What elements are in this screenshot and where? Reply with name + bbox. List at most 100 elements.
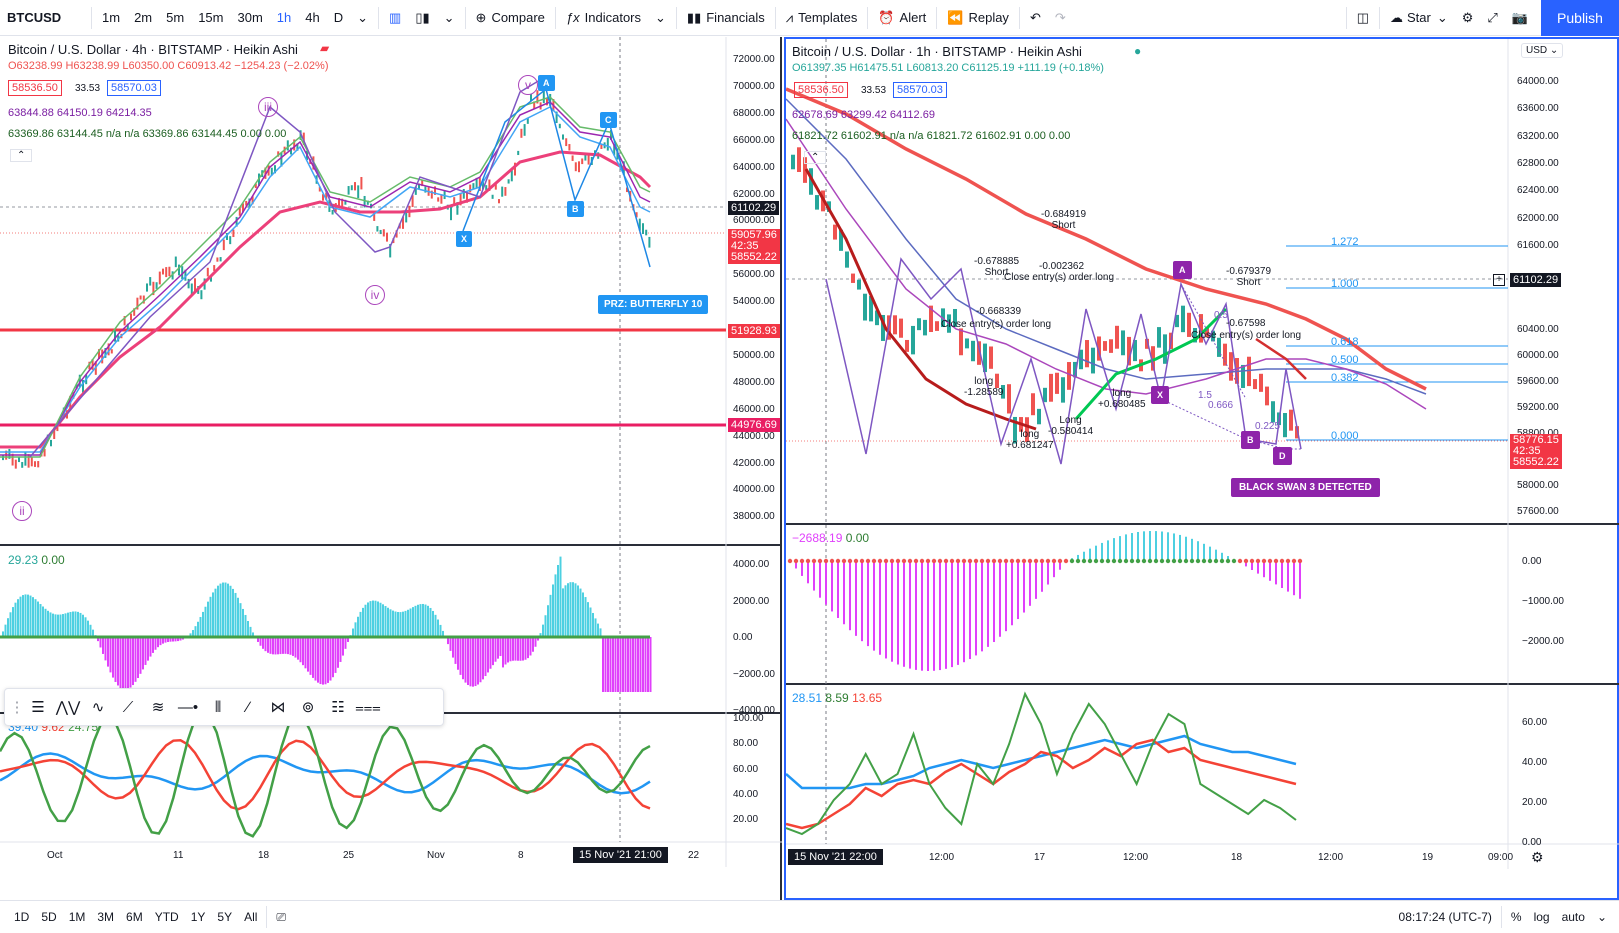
currency-select[interactable]: USD ⌄ bbox=[1521, 43, 1564, 58]
axis-tick: 72000.00 bbox=[733, 54, 775, 65]
plus-icon[interactable]: + bbox=[1493, 274, 1505, 286]
dot-icon[interactable]: ● bbox=[1134, 44, 1142, 58]
osc-bar bbox=[439, 624, 442, 637]
range-5y[interactable]: 5Y bbox=[217, 910, 233, 924]
candle bbox=[238, 206, 241, 216]
ray-icon[interactable]: ∕ bbox=[246, 698, 250, 716]
alert-button[interactable]: ⏰ Alert bbox=[871, 0, 933, 36]
interval-2m[interactable]: 2m bbox=[134, 10, 153, 25]
osc-bar bbox=[1053, 561, 1055, 578]
range-1m[interactable]: 1M bbox=[68, 910, 86, 924]
gear-icon[interactable]: ⚙ bbox=[1461, 9, 1474, 25]
range-all[interactable]: All bbox=[244, 910, 258, 924]
divider bbox=[1345, 6, 1347, 29]
camera-icon[interactable]: 📷 bbox=[1511, 9, 1528, 25]
financials-button[interactable]: ▮▮ Financials bbox=[680, 0, 772, 36]
fullscreen-icon[interactable]: ⤢ bbox=[1487, 9, 1498, 25]
flag-icon[interactable]: ▰ bbox=[320, 41, 330, 55]
save-cloud-button[interactable]: ☁ Star ⌄ bbox=[1383, 0, 1455, 36]
osc-bar bbox=[879, 561, 881, 655]
auto-toggle[interactable]: auto bbox=[1561, 910, 1585, 924]
undo-icon[interactable]: ↶ bbox=[1029, 9, 1041, 25]
osc-bar bbox=[247, 621, 249, 637]
parallel-channel-icon[interactable]: ☷ bbox=[331, 699, 345, 716]
horizontal-line-icon[interactable]: —• bbox=[177, 698, 199, 716]
range-6m[interactable]: 6M bbox=[126, 910, 143, 924]
range-5d[interactable]: 5D bbox=[41, 910, 57, 924]
chevron-down-icon[interactable]: ⌄ bbox=[443, 9, 455, 25]
candle bbox=[363, 195, 366, 208]
replay-button[interactable]: ⏪ Replay bbox=[940, 0, 1016, 36]
right-chart-pane[interactable]: Bitcoin / U.S. Dollar · 1h · BITSTAMP · … bbox=[784, 37, 1619, 900]
candle bbox=[1121, 330, 1125, 356]
candle bbox=[466, 192, 468, 203]
interval-1h[interactable]: 1h bbox=[276, 10, 292, 25]
osc-bar bbox=[1101, 542, 1103, 561]
candles-icon[interactable]: ▯▮ bbox=[415, 9, 430, 25]
annotation-short-3: -0.679379 Short bbox=[1226, 266, 1271, 288]
osc-bar bbox=[1023, 561, 1025, 613]
osc-bar bbox=[274, 637, 277, 655]
osc-dot bbox=[1033, 558, 1039, 564]
interval-15m[interactable]: 15m bbox=[198, 10, 224, 25]
right-bid-box[interactable]: 58536.50 bbox=[794, 82, 848, 98]
range-1y[interactable]: 1Y bbox=[190, 910, 206, 924]
chevron-down-icon[interactable]: ⌄ bbox=[1596, 910, 1607, 924]
indicators-button[interactable]: ƒx Indicators bbox=[559, 0, 648, 36]
collapse-legend-icon[interactable]: ⌃ bbox=[804, 151, 827, 164]
publish-button[interactable]: Publish bbox=[1541, 0, 1619, 36]
candle bbox=[587, 154, 590, 165]
right-ask-box[interactable]: 58570.03 bbox=[893, 82, 947, 98]
layout-icon[interactable]: ◫ bbox=[1356, 9, 1369, 25]
osc-bar bbox=[304, 637, 307, 669]
left-bid-box[interactable]: 58536.50 bbox=[8, 80, 62, 96]
bar-chart-icon[interactable]: ▥ bbox=[389, 9, 402, 25]
fib-spiral-icon[interactable]: ⊚ bbox=[301, 699, 315, 716]
axis-tick: 58000.00 bbox=[1517, 480, 1559, 491]
osc-dot bbox=[979, 558, 985, 564]
vertical-lines-icon[interactable]: ⦀ bbox=[214, 698, 222, 716]
collapse-legend-icon[interactable]: ⌃ bbox=[10, 149, 33, 162]
osc-bar bbox=[1203, 543, 1205, 561]
redo-icon[interactable]: ↷ bbox=[1054, 9, 1066, 25]
compare-button[interactable]: ⊕ Compare bbox=[469, 0, 552, 36]
osc-bar bbox=[592, 612, 594, 637]
osc-bar bbox=[544, 615, 547, 637]
gear-icon[interactable]: ⚙ bbox=[1531, 849, 1544, 865]
lines-icon[interactable]: ☰ bbox=[31, 699, 45, 716]
range-ytd[interactable]: YTD bbox=[154, 910, 179, 924]
range-3m[interactable]: 3M bbox=[97, 910, 115, 924]
interval-5m[interactable]: 5m bbox=[166, 10, 185, 25]
clock[interactable]: 08:17:24 (UTC-7) bbox=[1398, 910, 1492, 924]
osc-dot bbox=[1267, 558, 1273, 564]
left-ask-box[interactable]: 58570.03 bbox=[107, 80, 161, 96]
left-chart-pane[interactable]: Bitcoin / U.S. Dollar · 4h · BITSTAMP · … bbox=[0, 37, 782, 900]
pattern-xabcd-icon[interactable]: ⋀⋁ bbox=[55, 699, 81, 716]
trend-line-icon[interactable]: ⟋ bbox=[122, 698, 134, 716]
time-tick: 11 bbox=[173, 850, 184, 861]
interval-1m[interactable]: 1m bbox=[102, 10, 121, 25]
log-toggle[interactable]: log bbox=[1533, 910, 1550, 924]
candle bbox=[584, 153, 587, 161]
fib-retracement-icon[interactable]: ≋ bbox=[151, 699, 165, 716]
osc-dot bbox=[1243, 558, 1249, 564]
elliott-wave-icon[interactable]: ⋈ bbox=[270, 699, 286, 716]
symbol-search[interactable]: BTCUSD bbox=[7, 10, 62, 25]
chevron-down-icon[interactable]: ⌄ bbox=[357, 9, 369, 25]
candle bbox=[546, 97, 548, 106]
osc-bar bbox=[424, 604, 427, 637]
abcd-icon[interactable]: ∿ bbox=[91, 699, 105, 716]
interval-4h[interactable]: 4h bbox=[305, 10, 320, 25]
templates-button[interactable]: ⩘ Templates bbox=[779, 0, 865, 36]
regression-icon[interactable]: ⩶ bbox=[355, 698, 381, 716]
percent-toggle[interactable]: % bbox=[1510, 910, 1522, 924]
date-range-icon[interactable]: ⎚ bbox=[276, 909, 287, 924]
range-1d[interactable]: 1D bbox=[14, 910, 30, 924]
interval-30m[interactable]: 30m bbox=[237, 10, 263, 25]
candle bbox=[1193, 328, 1197, 343]
chevron-down-icon[interactable]: ⌄ bbox=[655, 9, 666, 25]
interval-d[interactable]: D bbox=[333, 10, 344, 25]
time-tick: 12:00 bbox=[1123, 852, 1149, 863]
osc-bar bbox=[62, 614, 64, 637]
drag-handle-icon[interactable]: ⋮ bbox=[9, 699, 25, 716]
